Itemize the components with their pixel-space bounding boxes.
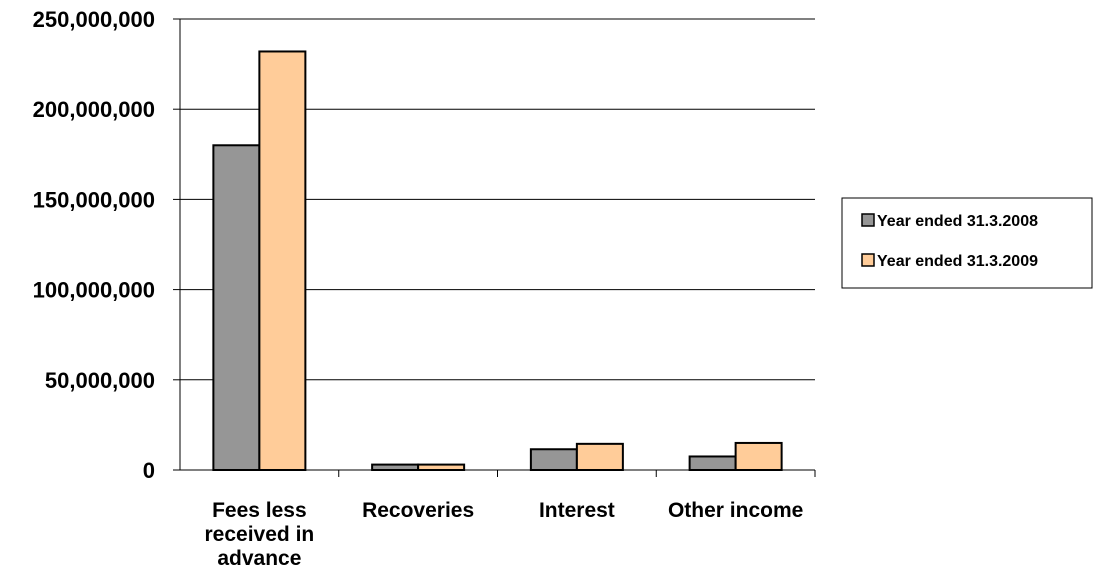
y-tick-label: 50,000,000 (45, 368, 155, 393)
x-category-label-line: Interest (539, 499, 615, 522)
x-category-label-line: Recoveries (362, 499, 474, 522)
legend-swatch (861, 213, 875, 227)
bar-2009 (417, 463, 466, 472)
x-category-label-line: Fees less (212, 499, 307, 522)
x-category-label: Other income (668, 499, 803, 522)
bar-2008 (212, 144, 261, 471)
y-tick-label: 0 (143, 458, 155, 483)
legend: Year ended 31.3.2008 Year ended 31.3.2009 (841, 197, 1093, 289)
axes (173, 18, 816, 477)
legend-label: Year ended 31.3.2008 (877, 213, 1038, 230)
y-tick-label: 250,000,000 (33, 7, 155, 32)
x-category-label-line: advance (217, 547, 301, 570)
bar-2008 (529, 448, 578, 471)
bar-2008 (371, 463, 420, 472)
y-tick-label: 200,000,000 (33, 97, 155, 122)
x-category-label: Recoveries (362, 499, 474, 522)
y-tick-labels: 0 50,000,000 100,000,000 150,000,000 200,000… (33, 7, 155, 483)
legend-swatch (861, 253, 875, 267)
x-category-label: Interest (539, 499, 615, 522)
x-category-label: Fees less received in advance (205, 499, 315, 570)
bar-2009 (258, 50, 307, 472)
bars (212, 50, 783, 472)
bar-2008 (688, 455, 737, 472)
x-category-label-line: Other income (668, 499, 803, 522)
legend-box (841, 197, 1093, 289)
x-category-label-line: received in (205, 523, 315, 546)
bar-2009 (575, 442, 624, 472)
x-category-labels: Fees less received in advance Recoveries Int… (205, 499, 804, 570)
legend-label: Year ended 31.3.2009 (877, 253, 1038, 270)
bar-2009 (734, 441, 783, 472)
y-tick-label: 100,000,000 (33, 278, 155, 303)
y-tick-label: 150,000,000 (33, 187, 155, 212)
